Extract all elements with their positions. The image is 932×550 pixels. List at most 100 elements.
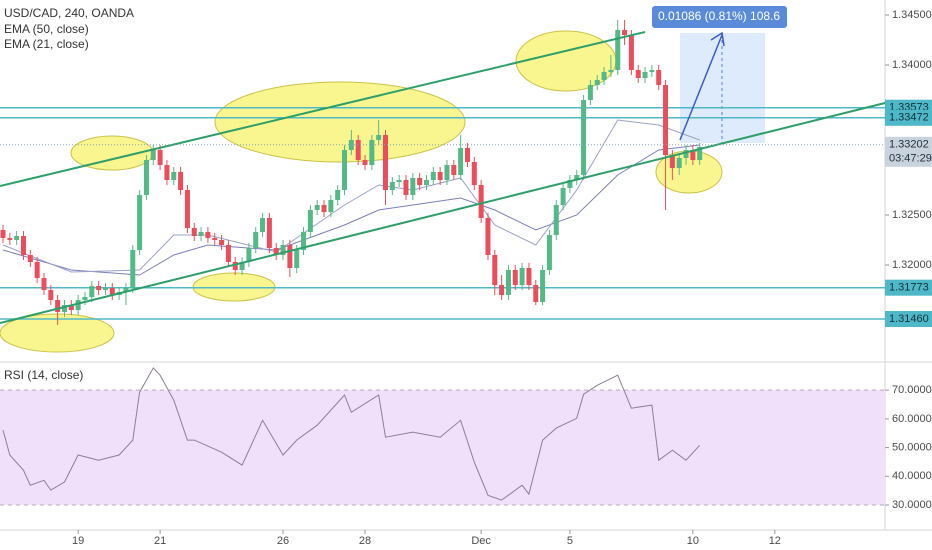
candle-body bbox=[423, 180, 429, 185]
candle-body bbox=[7, 238, 13, 240]
drawings bbox=[0, 30, 765, 353]
candle-body bbox=[55, 300, 61, 312]
candle-body bbox=[109, 288, 115, 295]
candle-body bbox=[307, 210, 313, 232]
x-tick-label: 12 bbox=[769, 535, 781, 547]
rsi-title: RSI (14, close) bbox=[4, 368, 83, 382]
candle-body bbox=[656, 70, 662, 85]
candle-body bbox=[444, 165, 450, 180]
x-tick-label: 10 bbox=[687, 535, 699, 547]
candle-body bbox=[205, 232, 211, 238]
candle-body bbox=[533, 285, 539, 302]
candle-body bbox=[512, 270, 518, 285]
candle-body bbox=[430, 172, 436, 180]
candle-body bbox=[628, 35, 634, 70]
candle-body bbox=[526, 268, 532, 285]
y-tick-label: 30.0000 bbox=[892, 499, 932, 511]
level-label-box bbox=[885, 109, 932, 126]
trend-line bbox=[0, 31, 646, 187]
candle-body bbox=[383, 135, 389, 190]
candle-body bbox=[540, 270, 546, 302]
candle-body bbox=[683, 150, 689, 158]
level-label: 1.33472 bbox=[889, 112, 929, 124]
candle-body bbox=[157, 150, 163, 165]
candle-body bbox=[260, 218, 266, 232]
candle-body bbox=[649, 70, 655, 72]
candle-body bbox=[396, 180, 402, 182]
highlight-ellipse bbox=[0, 313, 115, 353]
measure-arrow bbox=[679, 34, 723, 141]
candle-body bbox=[492, 255, 498, 285]
overlay: 0.01086 (0.81%) 108.6 bbox=[0, 6, 886, 324]
candle-body bbox=[0, 230, 6, 238]
y-tick-label: 60.0000 bbox=[892, 413, 932, 425]
highlight-ellipse bbox=[515, 30, 617, 92]
candle-body bbox=[676, 158, 682, 168]
candle-body bbox=[519, 268, 525, 285]
countdown: 03:47:29 bbox=[889, 153, 932, 165]
candle-body bbox=[48, 290, 54, 300]
candle-body bbox=[546, 235, 552, 270]
candle-body bbox=[389, 182, 395, 190]
candle-body bbox=[601, 72, 607, 80]
trend-line bbox=[0, 102, 886, 324]
legend-entry: EMA (21, close) bbox=[4, 37, 89, 51]
y-tick-label: 1.32500 bbox=[892, 209, 932, 221]
candle-body bbox=[143, 160, 149, 195]
candle-body bbox=[164, 165, 170, 180]
candle-body bbox=[342, 150, 348, 190]
legend: USD/CAD, 240, OANDA EMA (50, close) EMA … bbox=[4, 6, 134, 382]
candle-body bbox=[61, 305, 67, 312]
level-label: 1.31773 bbox=[889, 282, 929, 294]
y-tick-label: 1.32000 bbox=[892, 259, 932, 271]
candle-body bbox=[225, 245, 231, 262]
y-tick-label: 70.0000 bbox=[892, 384, 932, 396]
y-tick-label: 40.0000 bbox=[892, 470, 932, 482]
candle-body bbox=[485, 218, 491, 255]
candle-body bbox=[499, 285, 505, 295]
candle-body bbox=[362, 160, 368, 165]
candle-body bbox=[34, 262, 40, 278]
candle-body bbox=[287, 245, 293, 268]
candle-body bbox=[246, 248, 252, 262]
ema-line bbox=[2, 144, 700, 276]
candle-body bbox=[294, 250, 300, 268]
candle-body bbox=[14, 236, 20, 240]
candle-body bbox=[89, 286, 95, 297]
highlight-ellipse bbox=[214, 81, 466, 163]
candle-body bbox=[314, 205, 320, 210]
candle-body bbox=[567, 180, 573, 188]
candle-body bbox=[574, 175, 580, 180]
rsi-pane bbox=[0, 367, 885, 506]
x-tick-label: 21 bbox=[154, 535, 166, 547]
rsi-line bbox=[2, 367, 701, 501]
x-tick-label: 19 bbox=[72, 535, 84, 547]
candle-body bbox=[594, 80, 600, 85]
candle-body bbox=[321, 205, 327, 212]
candle-body bbox=[239, 262, 245, 270]
candle-body bbox=[669, 155, 675, 168]
ema-line bbox=[2, 119, 700, 273]
candle-body bbox=[82, 297, 88, 300]
candle-body bbox=[553, 205, 559, 235]
y-tick-label: 1.34500 bbox=[892, 9, 932, 21]
candle-body bbox=[615, 30, 621, 70]
candle-body bbox=[690, 150, 696, 160]
last-price-label: 1.33202 bbox=[889, 139, 929, 151]
candle-body bbox=[96, 286, 102, 290]
candle-body bbox=[102, 288, 108, 290]
level-label-box bbox=[885, 279, 932, 296]
x-tick-label: 28 bbox=[359, 535, 371, 547]
candle-body bbox=[355, 140, 361, 160]
candle-body bbox=[232, 262, 238, 270]
candle-body bbox=[410, 178, 416, 195]
candle-body bbox=[471, 162, 477, 185]
candle-body bbox=[280, 245, 286, 255]
candle-body bbox=[369, 140, 375, 165]
candle-body bbox=[75, 300, 81, 310]
candle-body bbox=[464, 148, 470, 162]
candle-body bbox=[622, 30, 628, 35]
candle-body bbox=[451, 165, 457, 175]
